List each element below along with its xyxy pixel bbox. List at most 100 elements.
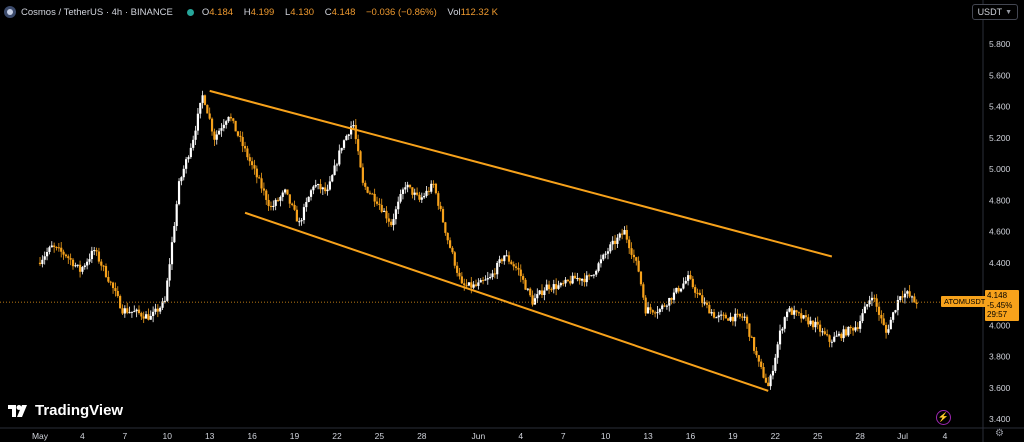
candle-body <box>434 183 438 194</box>
candle-body <box>769 375 772 387</box>
candle-body <box>785 311 789 318</box>
candle-body <box>90 250 93 260</box>
candle-body <box>576 278 579 280</box>
candle-body <box>437 193 440 206</box>
candle-body <box>712 312 716 318</box>
candle-body <box>392 219 395 226</box>
candle-body <box>774 357 777 371</box>
candle-body <box>479 280 482 283</box>
candle-body <box>842 329 845 339</box>
candle-body <box>199 102 202 114</box>
candle-body <box>764 377 767 383</box>
candle-body <box>253 165 256 169</box>
candle-body <box>644 297 647 314</box>
candle-body <box>833 336 836 342</box>
candle-body <box>470 282 473 288</box>
x-tick-label: 28 <box>417 431 427 441</box>
candle-countdown: 29:57 <box>987 310 1008 319</box>
candle-body <box>611 240 614 245</box>
candle-body <box>291 203 294 205</box>
candle-body <box>635 257 638 261</box>
candle-body <box>651 310 654 313</box>
candle-body <box>203 95 207 105</box>
candle-body <box>333 165 336 176</box>
candle-body <box>288 194 291 204</box>
lightning-icon[interactable]: ⚡ <box>936 410 951 425</box>
candle-body <box>804 315 808 318</box>
candle-body <box>753 337 756 351</box>
candle-body <box>781 328 784 331</box>
candle-body <box>901 296 904 298</box>
symbol-title[interactable]: Cosmos / TetherUS · 4h · BINANCE <box>21 6 173 18</box>
candle-body <box>88 259 91 262</box>
candle-body <box>529 288 532 296</box>
candle-body <box>121 308 124 314</box>
candle-body <box>623 230 626 235</box>
candle-body <box>649 307 652 311</box>
candle-body <box>851 328 855 331</box>
candle-body <box>321 187 324 190</box>
candle-body <box>618 233 621 238</box>
candle-body <box>175 204 178 227</box>
candle-body <box>415 192 419 195</box>
candle-body <box>859 321 862 329</box>
candle-body <box>592 274 595 276</box>
candle-body <box>173 226 176 243</box>
candle-body <box>225 121 228 125</box>
candle-body <box>418 194 421 200</box>
candle-body <box>533 298 537 305</box>
y-tick-label: 4.400 <box>989 258 1011 268</box>
candle-body <box>727 318 730 321</box>
candle-body <box>884 324 888 333</box>
ohlc-low: L4.130 <box>284 6 315 18</box>
candle-body <box>387 218 390 222</box>
y-tick-label: 4.800 <box>989 195 1011 205</box>
candle-body <box>540 290 544 295</box>
candle-body <box>844 329 848 336</box>
candle-body <box>790 308 793 315</box>
x-tick-label: 16 <box>686 431 696 441</box>
candle-body <box>661 305 664 310</box>
candle-body <box>507 255 511 262</box>
candle-body <box>284 189 287 193</box>
channel-upper-line <box>209 89 833 258</box>
candle-body <box>326 189 329 192</box>
candle-body <box>411 187 414 195</box>
candle-body <box>562 283 565 285</box>
ohlc-open: O4.184 <box>201 6 234 18</box>
candle-body <box>361 167 364 183</box>
candle-body <box>762 366 765 378</box>
candle-body <box>743 316 746 318</box>
candle-body <box>218 130 221 135</box>
candle-body <box>135 309 138 312</box>
tradingview-logo[interactable]: TradingView <box>8 402 123 419</box>
candle-body <box>526 288 529 290</box>
candle-body <box>354 125 357 140</box>
candle-body <box>338 150 341 165</box>
y-tick-label: 4.000 <box>989 320 1011 330</box>
candle-body <box>453 252 456 266</box>
gear-icon[interactable]: ⚙ <box>995 428 1004 439</box>
candle-body <box>397 201 400 210</box>
candle-body <box>484 279 487 281</box>
candle-body <box>642 284 645 298</box>
candle-body <box>432 183 435 185</box>
candle-body <box>474 284 478 286</box>
candle-body <box>621 233 624 235</box>
candle-body <box>446 232 449 241</box>
currency-select-button[interactable]: USDT ▼ <box>971 4 1018 20</box>
candle-body <box>390 221 393 226</box>
y-tick-label: 5.200 <box>989 133 1011 143</box>
candle-body <box>814 321 817 328</box>
candle-body <box>675 287 678 293</box>
x-tick-label: 25 <box>813 431 823 441</box>
candle-body <box>639 271 643 285</box>
candle-body <box>847 326 850 336</box>
candle-body <box>590 275 593 277</box>
candle-body <box>347 134 350 136</box>
candle-body <box>729 316 732 321</box>
candle-body <box>378 203 381 205</box>
candle-body <box>503 255 506 262</box>
